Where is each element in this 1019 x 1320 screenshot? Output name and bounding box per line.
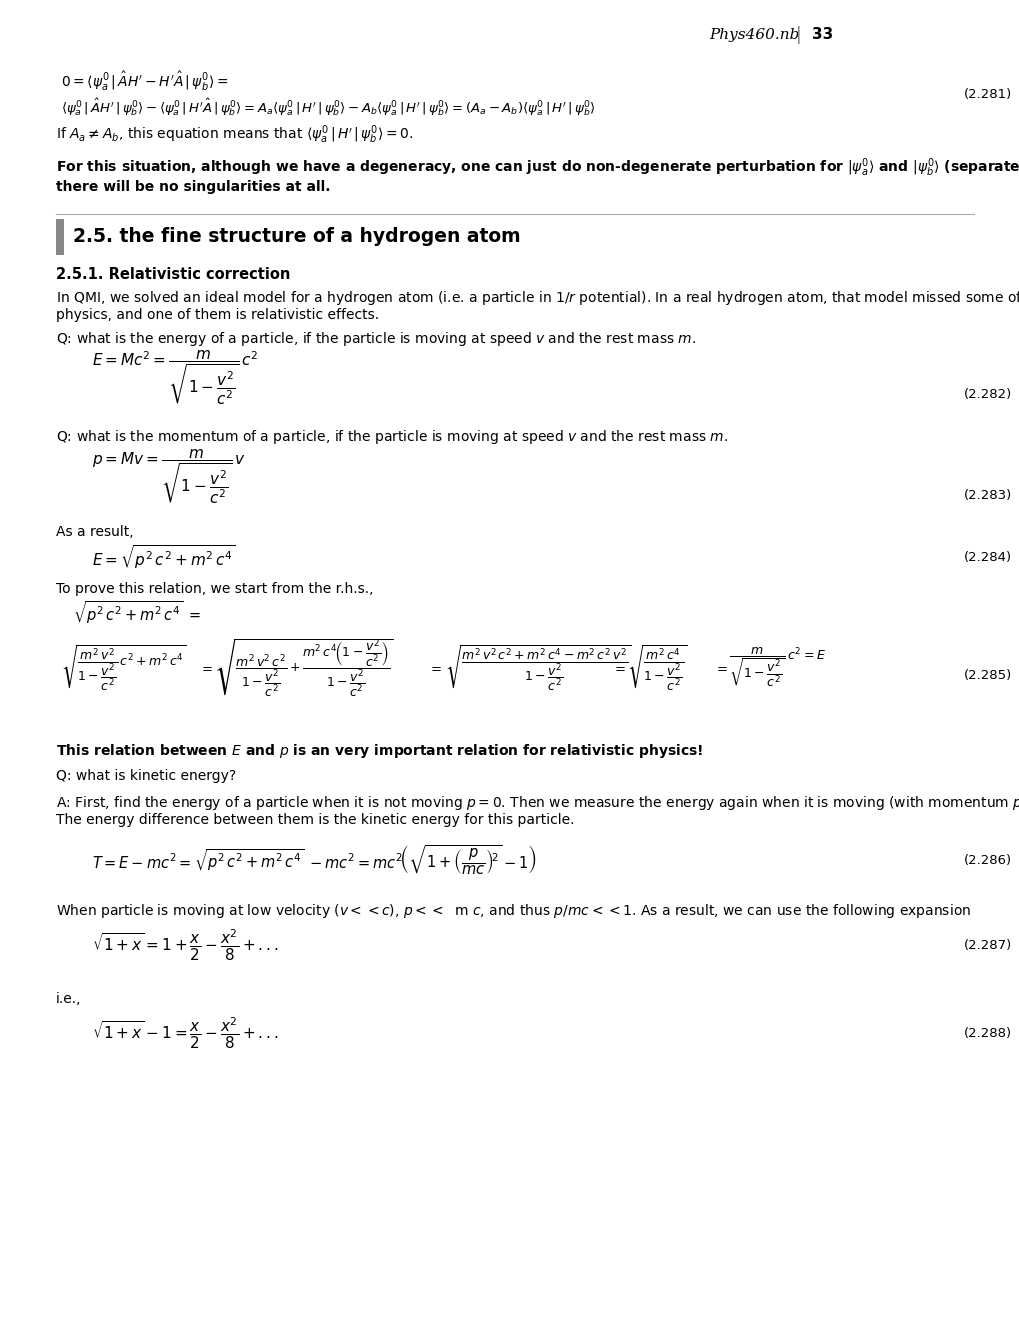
Text: i.e.,: i.e.,	[56, 993, 82, 1006]
Text: physics, and one of them is relativistic effects.: physics, and one of them is relativistic…	[56, 308, 379, 322]
Text: To prove this relation, we start from the r.h.s.,: To prove this relation, we start from th…	[56, 582, 373, 595]
Text: Q: what is the momentum of a particle, if the particle is moving at speed $v$ an: Q: what is the momentum of a particle, i…	[56, 428, 728, 446]
Text: $\sqrt{\dfrac{m^2\,v^2\,c^2 + m^2\,c^4 - m^2\,c^2\,v^2}{1-\dfrac{v^2}{c^2}}}$: $\sqrt{\dfrac{m^2\,v^2\,c^2 + m^2\,c^4 -…	[444, 643, 631, 693]
Text: $\sqrt{p^2\,c^2 + m^2\,c^4}\; =$: $\sqrt{p^2\,c^2 + m^2\,c^4}\; =$	[73, 599, 201, 626]
Text: (2.281): (2.281)	[963, 88, 1011, 100]
Text: $p = Mv = \dfrac{m}{\sqrt{1 - \dfrac{v^2}{c^2}}}\,v$: $p = Mv = \dfrac{m}{\sqrt{1 - \dfrac{v^2…	[92, 449, 246, 507]
Text: (2.288): (2.288)	[963, 1027, 1011, 1040]
Text: For this situation, although we have a degeneracy, one can just do non-degenerat: For this situation, although we have a d…	[56, 156, 1019, 180]
Text: $\sqrt{\dfrac{m^2\,v^2\,c^2}{1-\dfrac{v^2}{c^2}} + \dfrac{m^2\,c^4\!\left(1-\dfr: $\sqrt{\dfrac{m^2\,v^2\,c^2}{1-\dfrac{v^…	[214, 638, 393, 698]
Text: |: |	[795, 26, 801, 44]
Text: 2.5.1. Relativistic correction: 2.5.1. Relativistic correction	[56, 267, 290, 282]
Text: (2.282): (2.282)	[963, 388, 1011, 401]
Text: $\sqrt{1+x} = 1 + \dfrac{x}{2} - \dfrac{x^2}{8} + ...$: $\sqrt{1+x} = 1 + \dfrac{x}{2} - \dfrac{…	[92, 928, 278, 962]
Text: (2.283): (2.283)	[963, 488, 1011, 502]
Text: $\sqrt{1+x} - 1 = \dfrac{x}{2} - \dfrac{x^2}{8} + ...$: $\sqrt{1+x} - 1 = \dfrac{x}{2} - \dfrac{…	[92, 1016, 278, 1051]
Text: If $A_a \neq A_b$, this equation means that $\langle\psi_a^0\,|\,H'\,|\,\psi_b^0: If $A_a \neq A_b$, this equation means t…	[56, 123, 413, 147]
Text: Q: what is the energy of a particle, if the particle is moving at speed $v$ and : Q: what is the energy of a particle, if …	[56, 330, 696, 347]
Bar	[56, 219, 64, 255]
Text: $\sqrt{\dfrac{m^2\,c^4}{1-\dfrac{v^2}{c^2}}}$: $\sqrt{\dfrac{m^2\,c^4}{1-\dfrac{v^2}{c^…	[627, 643, 687, 693]
Text: $=$: $=$	[611, 661, 626, 675]
Text: $E = Mc^2 = \dfrac{m}{\sqrt{1 - \dfrac{v^2}{c^2}}}\,c^2$: $E = Mc^2 = \dfrac{m}{\sqrt{1 - \dfrac{v…	[92, 350, 258, 408]
Text: there will be no singularities at all.: there will be no singularities at all.	[56, 181, 330, 194]
Text: (2.286): (2.286)	[963, 854, 1011, 867]
Text: As a result,: As a result,	[56, 525, 133, 539]
Text: Phys460.nb: Phys460.nb	[708, 28, 799, 42]
Text: $0 = \langle\psi_a^0\,|\,\hat{A}H' - H'\hat{A}\,|\,\psi_b^0\rangle =$: $0 = \langle\psi_a^0\,|\,\hat{A}H' - H'\…	[61, 70, 228, 92]
Text: Q: what is kinetic energy?: Q: what is kinetic energy?	[56, 770, 236, 783]
Text: $=$: $=$	[713, 661, 728, 675]
Text: 33: 33	[811, 28, 833, 42]
Text: (2.285): (2.285)	[963, 669, 1011, 682]
Text: $\sqrt{\dfrac{m^2\,v^2}{1-\dfrac{v^2}{c^2}}\,c^2 + m^2\,c^4}$: $\sqrt{\dfrac{m^2\,v^2}{1-\dfrac{v^2}{c^…	[61, 643, 186, 693]
Text: This relation between $E$ and $p$ is an very important relation for relativistic: This relation between $E$ and $p$ is an …	[56, 742, 702, 760]
Text: 2.5. the fine structure of a hydrogen atom: 2.5. the fine structure of a hydrogen at…	[73, 227, 521, 247]
Text: $E = \sqrt{p^2\,c^2 + m^2\,c^4}$: $E = \sqrt{p^2\,c^2 + m^2\,c^4}$	[92, 544, 235, 572]
Text: $=$: $=$	[199, 661, 213, 675]
Text: (2.287): (2.287)	[963, 939, 1011, 952]
Text: $=$: $=$	[428, 661, 442, 675]
Text: In QMI, we solved an ideal model for a hydrogen atom (i.e. a particle in $1/r$ p: In QMI, we solved an ideal model for a h…	[56, 289, 1019, 308]
Text: (2.284): (2.284)	[963, 552, 1011, 564]
Text: A: First, find the energy of a particle when it is not moving $p = 0$. Then we m: A: First, find the energy of a particle …	[56, 793, 1019, 812]
Text: $\dfrac{m}{\sqrt{1-\dfrac{v^2}{c^2}}}\,c^2 = E$: $\dfrac{m}{\sqrt{1-\dfrac{v^2}{c^2}}}\,c…	[729, 645, 825, 690]
Text: The energy difference between them is the kinetic energy for this particle.: The energy difference between them is th…	[56, 813, 574, 826]
Text: $\langle\psi_a^0\,|\,\hat{A}H'\,|\,\psi_b^0\rangle - \langle\psi_a^0\,|\,H'\hat{: $\langle\psi_a^0\,|\,\hat{A}H'\,|\,\psi_…	[61, 96, 595, 119]
Text: When particle is moving at low velocity ($v << c$), $p <<\;$ m $c$, and thus $p/: When particle is moving at low velocity …	[56, 902, 970, 920]
Text: $T = E - mc^2 = \sqrt{p^2\,c^2 + m^2\,c^4}\; - mc^2 = mc^2\!\left(\sqrt{1 + \lef: $T = E - mc^2 = \sqrt{p^2\,c^2 + m^2\,c^…	[92, 843, 536, 878]
